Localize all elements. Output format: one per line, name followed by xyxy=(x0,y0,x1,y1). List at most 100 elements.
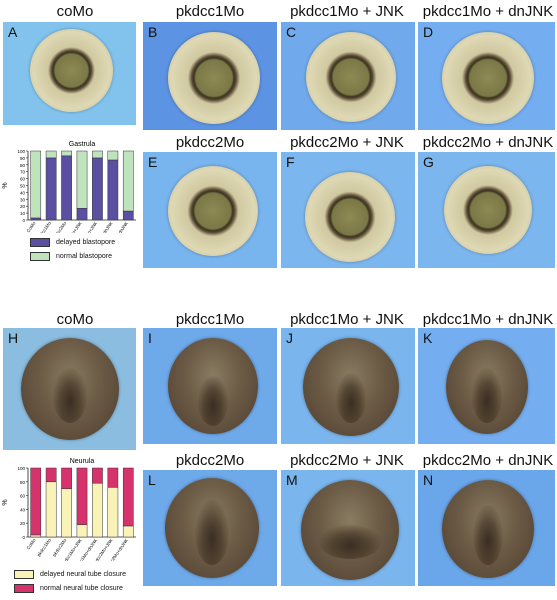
panel-letter: E xyxy=(148,154,158,170)
bar-segment xyxy=(92,157,103,221)
title-K: pkdcc1Mo + dnJNK xyxy=(422,311,554,328)
bar-segment xyxy=(92,150,103,159)
legend-item: normal blastopore xyxy=(30,252,115,261)
y-axis-label: % xyxy=(2,182,9,188)
bar-segment xyxy=(76,467,88,525)
title-I: pkdcc1Mo xyxy=(175,311,245,328)
y-tick-label: 0 xyxy=(22,218,25,223)
legend-label: delayed blastopore xyxy=(56,239,116,246)
title-E: pkdcc2Mo xyxy=(175,134,245,151)
panel-letter: H xyxy=(8,330,19,346)
bar-segment xyxy=(61,155,72,221)
neural-groove xyxy=(53,368,87,423)
legend-item: delayed blastopore xyxy=(30,238,115,247)
chart-title: Neurula xyxy=(70,458,95,465)
y-tick-label: 80 xyxy=(20,480,26,485)
panel-letter: N xyxy=(423,472,434,488)
bar-segment xyxy=(122,150,134,212)
legend-item: normal neural tube closure xyxy=(14,584,126,593)
panel-F: F xyxy=(281,152,415,268)
x-tick-label: CoMo xyxy=(26,537,37,550)
panel-L: L xyxy=(143,470,277,586)
panel-letter: A xyxy=(8,24,18,40)
chart-title: Gastrula xyxy=(69,141,96,148)
bar-segment xyxy=(45,467,57,483)
bar-segment xyxy=(30,534,42,538)
y-tick-label: 70 xyxy=(20,170,26,175)
y-axis-label: % xyxy=(2,499,9,505)
bar-segment xyxy=(76,524,88,538)
legend-swatch xyxy=(14,584,34,593)
bar-segment xyxy=(30,150,42,219)
panel-E: E xyxy=(143,152,277,268)
y-tick-label: 80 xyxy=(20,163,26,168)
bar-segment xyxy=(45,481,57,538)
bar-segment xyxy=(30,217,42,221)
bar-segment xyxy=(45,157,57,221)
panel-letter: D xyxy=(423,24,434,40)
y-tick-label: 20 xyxy=(20,204,26,209)
y-tick-label: 100 xyxy=(17,466,25,471)
bar-segment xyxy=(61,467,72,489)
bar-segment xyxy=(45,150,57,159)
y-tick-label: 90 xyxy=(20,156,26,161)
bar-segment xyxy=(76,150,88,209)
panel-K: K xyxy=(418,328,555,444)
bar-segment xyxy=(122,525,134,538)
panel-M: M xyxy=(281,470,415,586)
neural-groove xyxy=(195,500,229,565)
panel-letter: J xyxy=(286,330,293,346)
x-tick-label: pkdcc1Mo xyxy=(36,537,52,557)
panel-letter: C xyxy=(286,24,297,40)
y-tick-label: 40 xyxy=(20,190,26,195)
title-F: pkdcc2Mo + JNK xyxy=(290,134,404,151)
title-M: pkdcc2Mo + JNK xyxy=(290,452,404,469)
legend-item: delayed neural tube closure xyxy=(14,570,126,579)
bar-segment xyxy=(30,467,42,536)
neural-groove xyxy=(319,525,381,559)
title-B: pkdcc1Mo xyxy=(175,3,245,20)
title-L: pkdcc2Mo xyxy=(175,452,245,469)
panel-C: C xyxy=(281,22,415,130)
embryo-image xyxy=(442,32,534,124)
neural-groove xyxy=(198,376,228,426)
y-tick-label: 0 xyxy=(22,535,25,540)
panel-J: J xyxy=(281,328,415,444)
bar-segment xyxy=(61,150,72,157)
embryo-image xyxy=(168,166,258,256)
panel-G: G xyxy=(418,152,555,268)
legend-swatch xyxy=(30,252,50,261)
bar-segment xyxy=(122,210,134,221)
x-tick-label: pkdcc1Mo xyxy=(36,220,52,233)
legend-label: delayed neural tube closure xyxy=(40,571,127,578)
y-tick-label: 60 xyxy=(20,177,26,182)
bar-segment xyxy=(107,487,119,538)
y-tick-label: 100 xyxy=(17,149,25,154)
panel-letter: B xyxy=(148,24,158,40)
title-H: coMo xyxy=(56,311,94,328)
panel-letter: I xyxy=(148,330,152,346)
bar-segment xyxy=(107,159,119,221)
y-tick-label: 40 xyxy=(20,507,26,512)
bar-segment xyxy=(76,208,88,221)
legend-label: normal neural tube closure xyxy=(40,585,123,592)
embryo-image xyxy=(305,172,395,262)
panel-letter: K xyxy=(423,330,433,346)
embryo-image xyxy=(30,29,113,112)
gastrula-legend: delayed blastopore normal blastopore xyxy=(30,238,115,266)
x-tick-label: pkdcc2Mo xyxy=(52,537,68,557)
x-tick-label: pkdcc2Mo xyxy=(52,220,68,233)
y-tick-label: 10 xyxy=(20,211,26,216)
legend-label: normal blastopore xyxy=(56,253,113,260)
panel-I: I xyxy=(143,328,277,444)
panel-B: B xyxy=(143,22,277,130)
panel-A: A xyxy=(3,22,136,125)
y-tick-label: 30 xyxy=(20,197,26,202)
bar-segment xyxy=(107,150,119,161)
title-N: pkdcc2Mo + dnJNK xyxy=(422,452,554,469)
title-C: pkdcc1Mo + JNK xyxy=(290,3,404,20)
neurula-legend: delayed neural tube closure normal neura… xyxy=(14,570,126,598)
panel-letter: F xyxy=(286,154,295,170)
y-tick-label: 50 xyxy=(20,184,26,189)
